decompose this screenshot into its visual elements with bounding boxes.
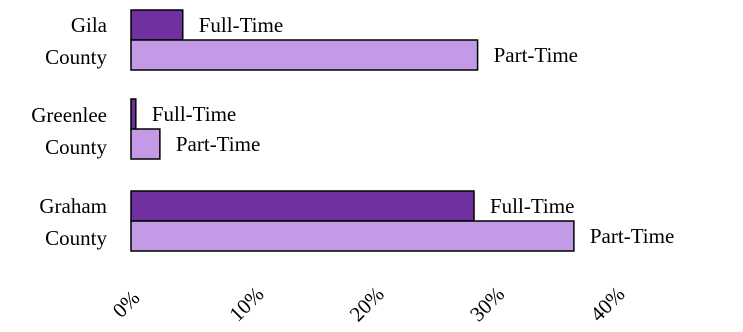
x-axis-tick-labels: 0% 10% 20% 30% 40% [108,282,630,326]
bar-label-greenlee-county-full-time: Full-Time [152,102,236,126]
bar-gila-county-full-time [130,9,184,41]
bar-gila-county-part-time [130,39,479,71]
category-label-greenlee-county-line1: Greenlee [31,103,107,127]
bar-label-graham-county-full-time: Full-Time [490,194,574,218]
bar-graham-county-part-time [130,220,575,252]
bar-label-gila-county-part-time: Part-Time [494,43,578,67]
bar-labels: Full-Time Part-Time Full-Time Part-Time Full… [152,13,674,248]
x-tick-label-30: 30% [465,282,509,326]
category-labels: Gila County Greenlee County Graham County [31,13,107,250]
bar-label-greenlee-county-part-time: Part-Time [176,132,260,156]
category-label-graham-county-line2: County [45,226,107,250]
bar-label-gila-county-full-time: Full-Time [199,13,283,37]
bar-label-graham-county-part-time: Part-Time [590,224,674,248]
bar-greenlee-county-full-time [130,98,137,130]
x-tick-label-10: 10% [224,282,268,326]
bars [130,9,575,252]
bar-greenlee-county-part-time [130,128,161,160]
category-label-graham-county-line1: Graham [39,194,107,218]
x-tick-label-20: 20% [345,282,389,326]
x-tick-label-40: 40% [585,282,629,326]
x-tick-label-0: 0% [108,286,145,323]
category-label-greenlee-county-line2: County [45,135,107,159]
category-label-gila-county-line1: Gila [71,13,108,37]
category-label-gila-county-line2: County [45,45,107,69]
bar-graham-county-full-time [130,190,475,222]
